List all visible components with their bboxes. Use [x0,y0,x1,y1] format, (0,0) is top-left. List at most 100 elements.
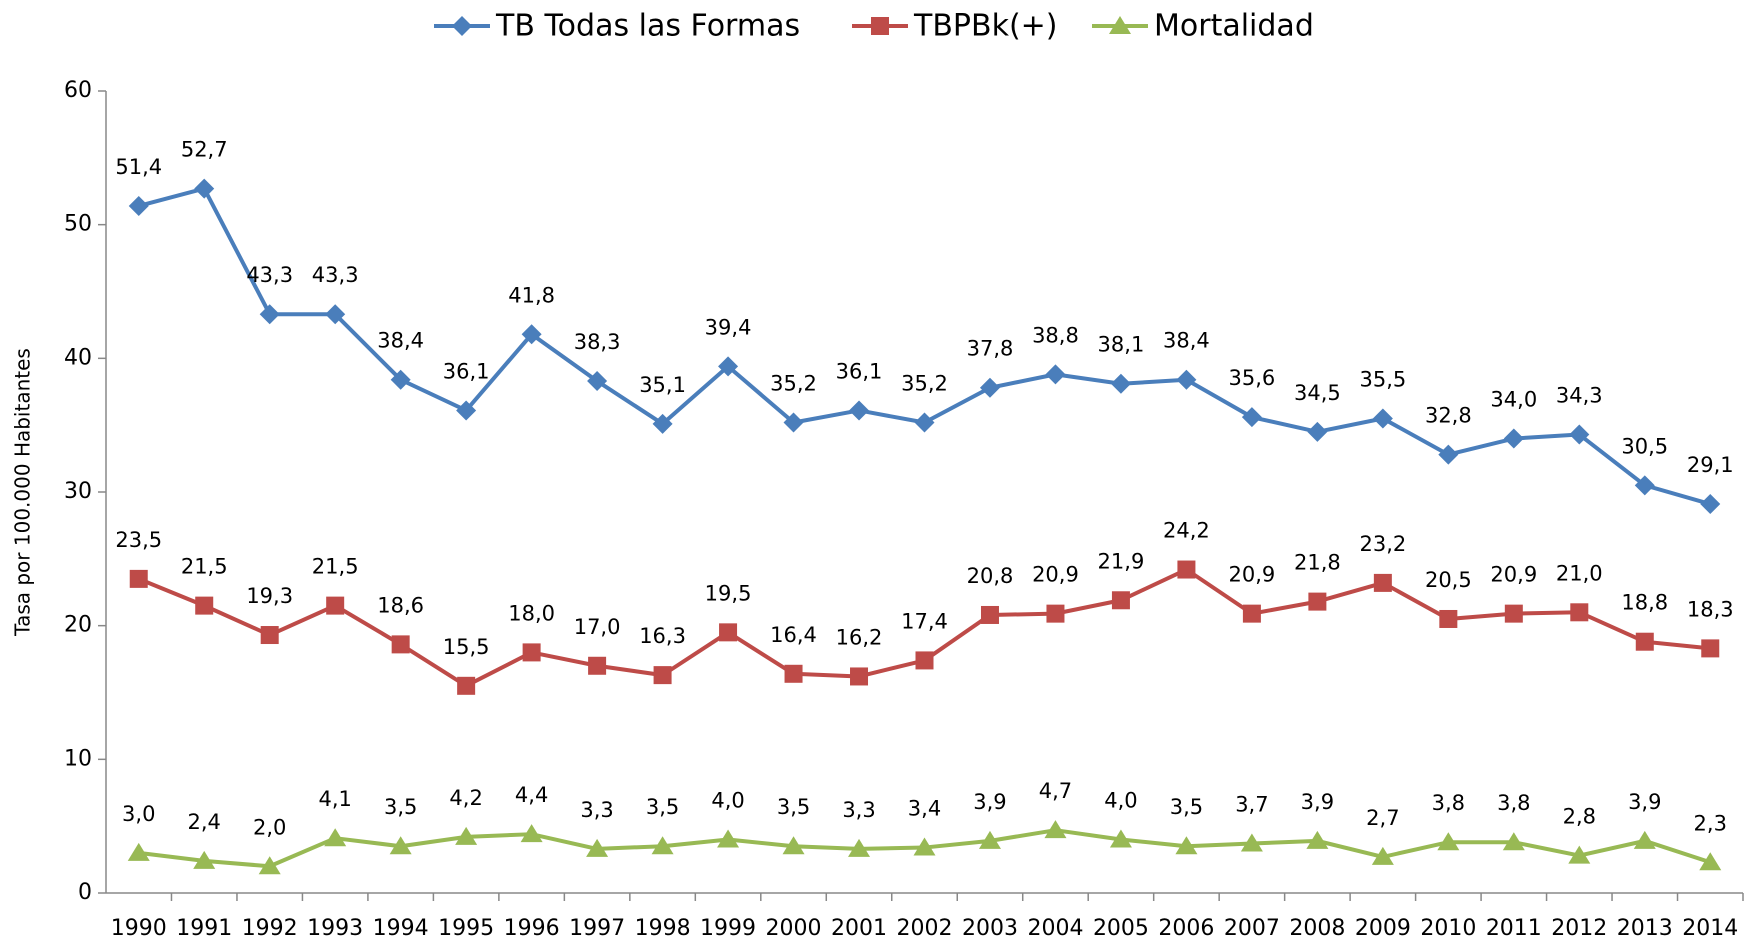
x-tick-label: 1997 [569,916,625,941]
data-label: 35,2 [901,371,948,395]
data-label: 52,7 [181,138,228,162]
data-label: 17,0 [574,615,621,639]
data-label: 41,8 [508,283,555,307]
point-marker [391,635,410,654]
point-marker [782,836,805,855]
point-marker [1503,428,1524,449]
data-label: 4,1 [318,787,351,811]
legend-marker [871,17,889,35]
data-label: 38,4 [1163,329,1210,353]
point-marker [1177,560,1196,579]
legend-label: TB Todas las Formas [495,9,800,44]
x-tick-label: 2004 [1027,916,1083,941]
x-tick-label: 1998 [635,916,691,941]
point-marker [195,596,214,615]
point-marker [980,605,999,624]
legend-marker [452,16,472,36]
data-label: 3,3 [842,798,875,822]
data-label: 18,6 [377,593,424,617]
point-marker [652,413,673,434]
data-label: 36,1 [443,359,490,383]
point-marker [1633,830,1656,849]
data-label: 36,1 [836,359,883,383]
data-label: 21,5 [181,555,228,579]
point-marker [258,856,281,875]
x-tick-label: 1996 [504,916,560,941]
x-tick-label: 2001 [831,916,887,941]
data-label: 21,0 [1556,561,1603,585]
point-marker [1437,832,1460,851]
point-marker [1504,604,1523,623]
data-label: 20,5 [1425,568,1472,592]
data-label: 51,4 [115,155,162,179]
point-marker [390,369,411,390]
data-label: 2,8 [1563,805,1596,829]
data-label: 3,8 [1432,791,1465,815]
point-marker [1044,820,1067,839]
data-label: 17,4 [901,609,948,633]
data-label: 37,8 [967,337,1014,361]
point-marker [259,304,280,325]
data-label: 4,0 [1104,789,1137,813]
data-label: 3,7 [1235,793,1268,817]
point-marker [326,596,345,615]
data-label: 16,2 [836,625,883,649]
point-marker [914,412,935,433]
y-tick-label: 20 [64,613,92,638]
data-label: 3,0 [122,802,155,826]
legend-label: TBPBk(+) [913,9,1058,44]
point-marker [717,829,740,848]
x-tick-label: 2011 [1486,916,1542,941]
data-label: 2,3 [1694,811,1727,835]
point-marker [457,676,476,695]
point-marker [913,837,936,856]
point-marker [783,412,804,433]
point-marker [1241,407,1262,428]
y-tick-label: 10 [64,746,92,771]
series-line [138,186,1711,506]
x-tick-label: 1990 [111,916,167,941]
point-marker [1110,373,1131,394]
point-marker [849,400,870,421]
point-marker [455,826,478,845]
x-tick-label: 2005 [1093,916,1149,941]
point-marker [784,664,803,683]
y-axis-label: Tasa por 100.000 Habitantes [11,348,35,637]
data-label: 15,5 [443,635,490,659]
point-marker [1570,603,1589,622]
data-label: 34,3 [1556,384,1603,408]
data-label: 18,0 [508,601,555,625]
data-label: 21,5 [312,555,359,579]
point-marker [1046,604,1065,623]
x-tick-label: 1995 [438,916,494,941]
data-label: 3,5 [646,795,679,819]
point-marker [324,828,347,847]
point-marker [520,824,543,843]
x-tick-label: 1994 [373,916,429,941]
point-marker [1111,591,1130,610]
y-tick-label: 50 [64,212,92,237]
data-label: 19,3 [246,584,293,608]
data-label: 24,2 [1163,519,1210,543]
point-marker [1569,424,1590,445]
data-label: 20,9 [1229,563,1276,587]
point-marker [1372,408,1393,429]
data-label: 20,9 [1490,563,1537,587]
data-label: 38,3 [574,330,621,354]
point-marker [1045,364,1066,385]
point-marker [719,623,738,642]
data-label: 21,9 [1098,549,1145,573]
point-marker [1699,852,1722,871]
point-marker [1502,832,1525,851]
point-marker [1373,573,1392,592]
point-marker [1371,846,1394,865]
point-marker [128,195,149,216]
point-marker [718,356,739,377]
x-tick-label: 1992 [242,916,298,941]
point-marker [456,400,477,421]
point-marker [1307,421,1328,442]
data-label: 29,1 [1687,453,1734,477]
point-marker [1175,836,1198,855]
point-marker [1635,632,1654,651]
